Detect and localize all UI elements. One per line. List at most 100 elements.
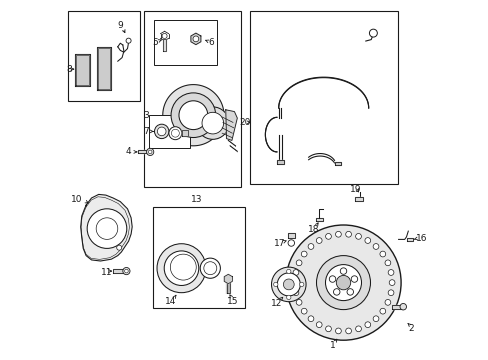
Circle shape xyxy=(355,234,361,239)
Polygon shape xyxy=(163,85,224,146)
Circle shape xyxy=(387,290,393,296)
Polygon shape xyxy=(225,110,237,140)
Text: 19: 19 xyxy=(349,184,361,194)
Text: 3: 3 xyxy=(143,111,149,120)
Bar xyxy=(143,11,241,187)
Polygon shape xyxy=(163,39,166,51)
Polygon shape xyxy=(406,238,412,241)
Circle shape xyxy=(117,245,122,250)
Circle shape xyxy=(154,124,168,139)
Circle shape xyxy=(286,295,290,300)
Circle shape xyxy=(372,316,378,321)
Circle shape xyxy=(179,101,207,130)
Text: 20: 20 xyxy=(239,118,250,127)
Polygon shape xyxy=(226,280,229,293)
Circle shape xyxy=(146,148,153,156)
Polygon shape xyxy=(334,162,340,165)
Text: 15: 15 xyxy=(227,297,238,306)
Text: 8: 8 xyxy=(66,65,72,74)
Text: 5: 5 xyxy=(152,37,158,46)
Circle shape xyxy=(335,328,341,334)
Circle shape xyxy=(273,282,277,287)
Circle shape xyxy=(384,300,390,305)
Circle shape xyxy=(96,218,118,239)
Circle shape xyxy=(203,262,216,275)
Circle shape xyxy=(285,225,400,340)
Bar xyxy=(149,115,190,148)
Circle shape xyxy=(287,240,294,246)
Circle shape xyxy=(301,251,306,257)
Circle shape xyxy=(345,328,351,334)
Circle shape xyxy=(170,254,196,280)
Circle shape xyxy=(296,260,302,266)
Polygon shape xyxy=(224,274,232,284)
Polygon shape xyxy=(75,54,89,86)
Circle shape xyxy=(87,209,126,248)
Circle shape xyxy=(340,268,346,274)
Polygon shape xyxy=(315,218,322,221)
Circle shape xyxy=(345,231,351,237)
Polygon shape xyxy=(97,47,111,90)
Bar xyxy=(68,11,140,101)
Circle shape xyxy=(296,300,302,305)
Circle shape xyxy=(316,256,370,310)
Bar xyxy=(153,20,216,65)
Circle shape xyxy=(350,276,357,282)
Circle shape xyxy=(271,267,305,302)
Circle shape xyxy=(157,127,166,136)
Circle shape xyxy=(157,244,205,293)
Circle shape xyxy=(325,326,331,332)
Text: 13: 13 xyxy=(191,195,203,204)
Circle shape xyxy=(299,282,303,287)
Circle shape xyxy=(291,280,297,285)
Circle shape xyxy=(325,234,331,239)
Polygon shape xyxy=(355,197,362,201)
Circle shape xyxy=(193,36,199,42)
Circle shape xyxy=(200,258,220,278)
Circle shape xyxy=(388,280,394,285)
Circle shape xyxy=(283,279,294,290)
Circle shape xyxy=(196,107,228,139)
Polygon shape xyxy=(113,269,126,273)
Text: 7: 7 xyxy=(143,127,149,136)
Text: 18: 18 xyxy=(307,225,319,234)
Circle shape xyxy=(387,270,393,275)
Polygon shape xyxy=(287,233,294,238)
Polygon shape xyxy=(76,55,88,85)
Bar xyxy=(152,207,244,308)
Polygon shape xyxy=(98,48,110,89)
Text: 4: 4 xyxy=(125,147,131,156)
Circle shape xyxy=(307,244,313,249)
Circle shape xyxy=(122,267,130,275)
Text: 2: 2 xyxy=(407,324,413,333)
Circle shape xyxy=(286,269,290,274)
Circle shape xyxy=(336,275,350,290)
Circle shape xyxy=(124,269,128,273)
Circle shape xyxy=(126,38,131,43)
Circle shape xyxy=(202,112,223,134)
Polygon shape xyxy=(138,150,150,153)
Circle shape xyxy=(148,150,152,154)
Circle shape xyxy=(346,289,353,295)
Bar xyxy=(249,11,397,184)
Circle shape xyxy=(333,289,339,295)
Text: 16: 16 xyxy=(415,234,426,243)
Polygon shape xyxy=(81,194,132,261)
Text: 14: 14 xyxy=(164,297,176,306)
Polygon shape xyxy=(276,160,284,164)
Circle shape xyxy=(316,238,322,243)
Circle shape xyxy=(292,270,298,275)
Circle shape xyxy=(164,251,199,285)
Text: 9: 9 xyxy=(117,21,123,30)
Circle shape xyxy=(364,238,370,243)
Text: 12: 12 xyxy=(271,299,282,307)
Circle shape xyxy=(171,129,179,137)
Polygon shape xyxy=(182,130,187,136)
Circle shape xyxy=(379,251,385,257)
Polygon shape xyxy=(190,33,201,45)
Text: 11: 11 xyxy=(101,268,113,277)
Circle shape xyxy=(277,273,300,296)
Polygon shape xyxy=(392,305,403,309)
Circle shape xyxy=(379,308,385,314)
Circle shape xyxy=(335,231,341,237)
